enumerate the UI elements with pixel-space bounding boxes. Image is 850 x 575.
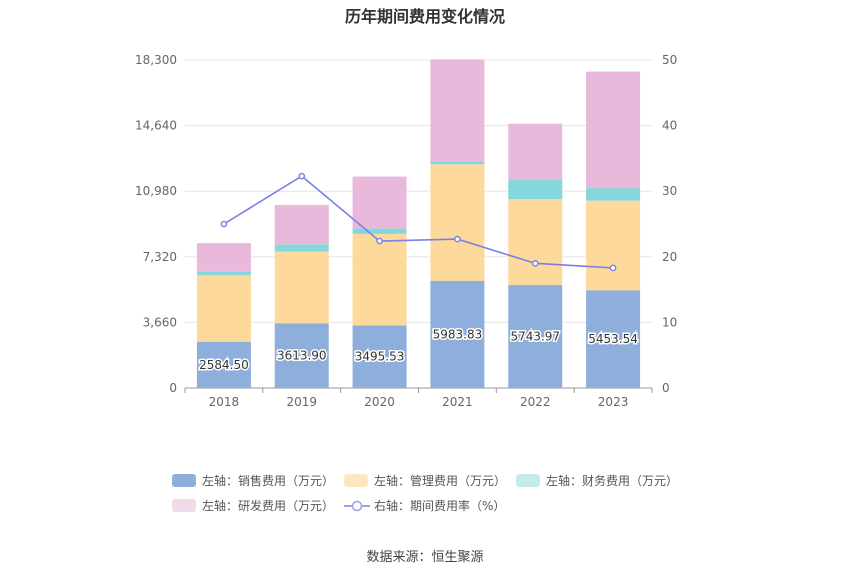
bar-segment: [508, 199, 563, 286]
bar-segment: [586, 290, 641, 388]
bar-segment: [586, 188, 641, 201]
legend-item-finance[interactable]: 左轴：财务费用（万元）: [516, 472, 678, 489]
legend-swatch-admin: [344, 474, 368, 487]
x-axis-tick-label: 2020: [364, 395, 395, 409]
bar-segment: [430, 59, 485, 162]
bar-segment: [352, 176, 407, 229]
right-axis-tick-label: 10: [662, 315, 677, 329]
bar-segment: [508, 285, 563, 388]
bar-segment: [430, 280, 485, 388]
bar-segment: [586, 200, 641, 291]
bar-value-label: 3495.53: [355, 350, 405, 364]
x-axis-tick-label: 2023: [598, 395, 629, 409]
bar-segment: [196, 271, 251, 276]
chart-canvas: 0 0 3,660 10 7,320 20 10,980 30 14,640 40 18,300 50…: [135, 53, 677, 409]
rate-line: [223, 175, 614, 269]
bar-segment: [274, 251, 329, 324]
x-axis-tick-label: 2019: [286, 395, 317, 409]
rate-point: [531, 260, 539, 267]
right-axis-tick-label: 50: [662, 53, 677, 67]
legend-label-sales: 左轴：销售费用（万元）: [202, 474, 335, 488]
legend-swatch-rate: [344, 500, 370, 511]
chart-title: 历年期间费用变化情况: [344, 7, 505, 26]
bar-segment: [196, 243, 251, 272]
bar-segment: [430, 164, 485, 281]
legend-label-admin: 左轴：管理费用（万元）: [374, 474, 507, 488]
legend-item-rate[interactable]: 右轴：期间费用率（%）: [344, 497, 505, 514]
bar-segment: [508, 179, 563, 200]
data-source-note: 数据来源：恒生聚源: [366, 550, 484, 565]
rate-point: [609, 264, 617, 272]
bar-value-label: 2584.50: [199, 358, 249, 372]
legend-swatch-sales: [172, 474, 196, 487]
rate-point: [376, 237, 383, 245]
bar-value-label: 5453.54: [588, 332, 638, 346]
left-axis-tick-label: 7,320: [143, 250, 177, 264]
bar-segment: [274, 244, 329, 252]
rate-point: [298, 172, 306, 180]
bar-segment: [196, 341, 251, 388]
legend-label-rnd: 左轴：研发费用（万元）: [202, 499, 335, 513]
rate-point: [220, 220, 228, 228]
bar-segment: [430, 161, 485, 165]
bar-segment: [196, 275, 251, 342]
x-axis-tick-label: 2022: [520, 395, 551, 409]
x-axis-tick-label: 2018: [209, 395, 240, 409]
legend-label-finance: 左轴：财务费用（万元）: [546, 474, 679, 488]
left-axis-tick-label: 18,300: [135, 53, 177, 67]
legend-swatch-rnd: [172, 499, 196, 512]
x-axis-tick-label: 2021: [442, 395, 473, 409]
right-axis-tick-label: 30: [662, 184, 677, 198]
legend-item-rnd[interactable]: 左轴：研发费用（万元）: [172, 497, 334, 514]
legend-swatch-finance: [516, 474, 540, 487]
bar-value-label: 5743.97: [510, 330, 560, 344]
bar-segment: [352, 233, 407, 326]
bar-segment: [352, 325, 407, 388]
right-axis-tick-label: 0: [662, 381, 670, 395]
bar-segment: [352, 228, 407, 234]
legend-item-sales[interactable]: 左轴：销售费用（万元）: [172, 472, 334, 489]
bar-value-label: 3613.90: [277, 349, 327, 363]
left-axis-tick-label: 10,980: [135, 184, 177, 198]
bar-segment: [274, 323, 329, 388]
bar-segment: [274, 204, 329, 245]
left-axis-tick-label: 3,660: [143, 315, 177, 329]
left-axis-tick-label: 0: [169, 381, 177, 395]
bar-segment: [586, 71, 641, 189]
right-axis-tick-label: 40: [662, 119, 677, 133]
bar-segment: [508, 123, 563, 180]
legend-item-admin[interactable]: 左轴：管理费用（万元）: [344, 472, 506, 489]
right-axis-tick-label: 20: [662, 250, 677, 264]
left-axis-tick-label: 14,640: [135, 119, 177, 133]
legend-label-rate: 右轴：期间费用率（%）: [374, 499, 506, 513]
rate-point: [454, 235, 461, 243]
bar-value-label: 5983.83: [433, 327, 483, 341]
